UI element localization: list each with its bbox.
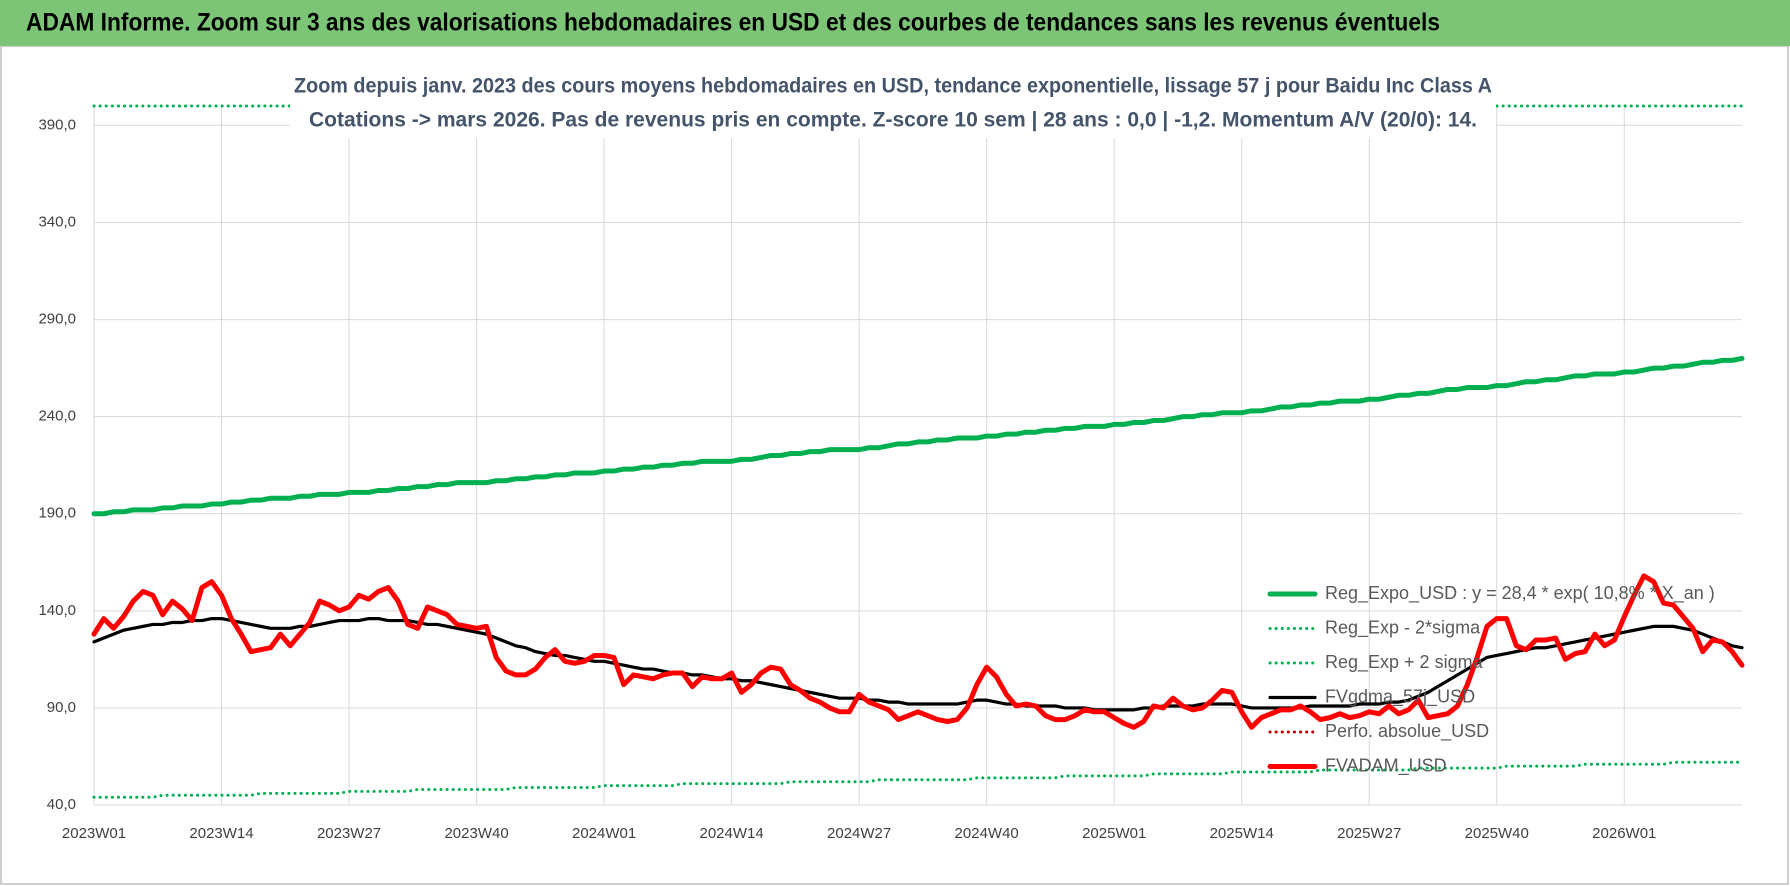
y-tick-label: 240,0: [38, 408, 76, 425]
legend: Reg_Expo_USD : y = 28,4 * exp( 10,8% * X…: [1267, 583, 1715, 776]
series-line: [91, 573, 1745, 730]
x-tick-label: 2023W14: [189, 825, 253, 842]
y-tick-label: 390,0: [38, 116, 76, 133]
x-tick-label: 2025W27: [1337, 825, 1401, 842]
x-tick-label: 2024W14: [700, 825, 764, 842]
grid: [93, 106, 1742, 806]
subtitle: Cotations -> mars 2026. Pas de revenus p…: [309, 109, 1477, 132]
y-tick-label: 40,0: [47, 796, 76, 813]
x-tick-label: 2023W01: [62, 825, 126, 842]
x-tick-label: 2024W40: [955, 825, 1019, 842]
axes: 40,0 90,0 140,0 190,0 240,0 290,0 340,0 390,0 20…: [38, 116, 1656, 842]
series-line: [91, 355, 1745, 517]
series-line: [92, 617, 1744, 712]
legend-label: Reg_Expo_USD : y = 28,4 * exp( 10,8% * X…: [1325, 583, 1715, 604]
legend-label: FVgdma_57j_USD: [1325, 686, 1475, 707]
y-tick-label: 190,0: [38, 505, 76, 522]
x-tick-label: 2023W40: [444, 825, 508, 842]
x-tick-label: 2026W01: [1592, 825, 1656, 842]
legend-label: Perfo. absolue_USD: [1325, 721, 1489, 742]
subtitle-background: [290, 68, 1496, 138]
y-tick-label: 140,0: [38, 602, 76, 619]
x-tick-label: 2025W40: [1465, 825, 1529, 842]
subtitle: Zoom depuis janv. 2023 des cours moyens …: [294, 75, 1492, 98]
header-band: [0, 0, 1790, 46]
chart-title: ADAM Informe. Zoom sur 3 ans des valoris…: [26, 9, 1440, 37]
x-tick-label: 2025W01: [1082, 825, 1146, 842]
x-tick-label: 2023W27: [317, 825, 381, 842]
x-tick-label: 2024W01: [572, 825, 636, 842]
x-tick-label: 2025W14: [1210, 825, 1274, 842]
legend-label: FVADAM_USD: [1325, 755, 1447, 776]
y-tick-label: 90,0: [47, 699, 76, 716]
y-tick-label: 340,0: [38, 213, 76, 230]
y-tick-label: 290,0: [38, 311, 76, 328]
series-line: [92, 760, 1744, 799]
x-tick-label: 2024W27: [827, 825, 891, 842]
legend-label: Reg_Exp - 2*sigma: [1325, 617, 1481, 638]
legend-label: Reg_Exp + 2 sigma: [1325, 652, 1484, 673]
